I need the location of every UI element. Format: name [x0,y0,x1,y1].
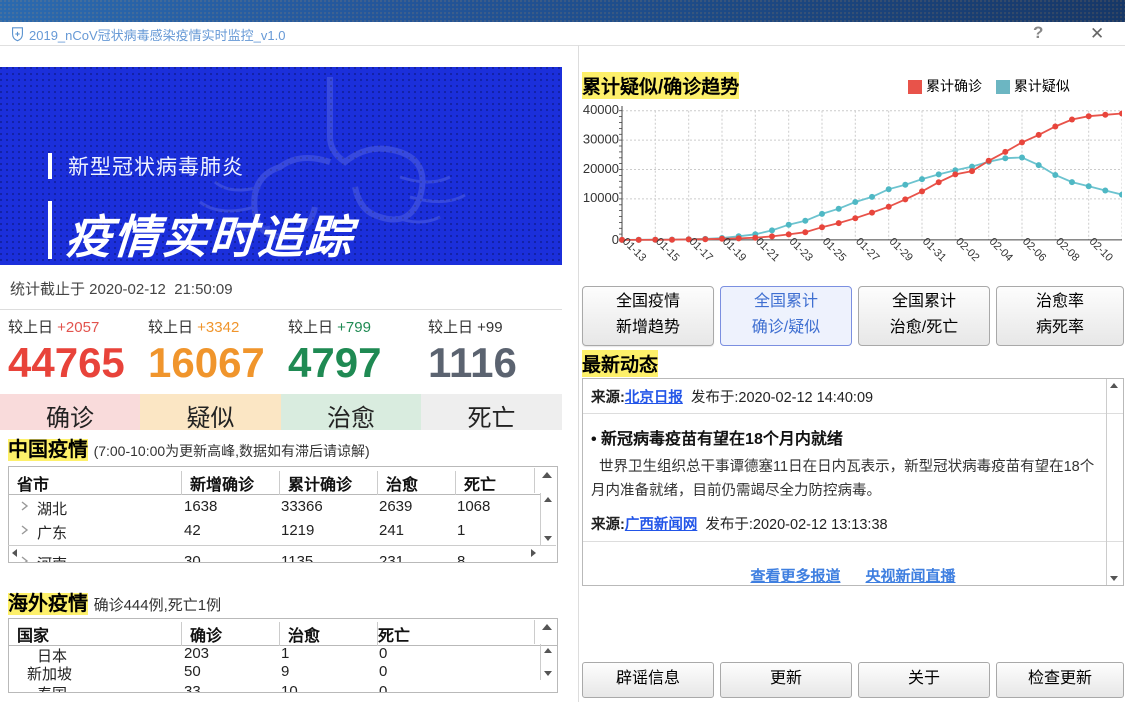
svg-text:40000: 40000 [583,102,619,117]
svg-text:10000: 10000 [583,190,619,205]
svg-text:20000: 20000 [583,161,619,176]
svg-text:30000: 30000 [583,131,619,146]
svg-text:0: 0 [612,232,619,247]
